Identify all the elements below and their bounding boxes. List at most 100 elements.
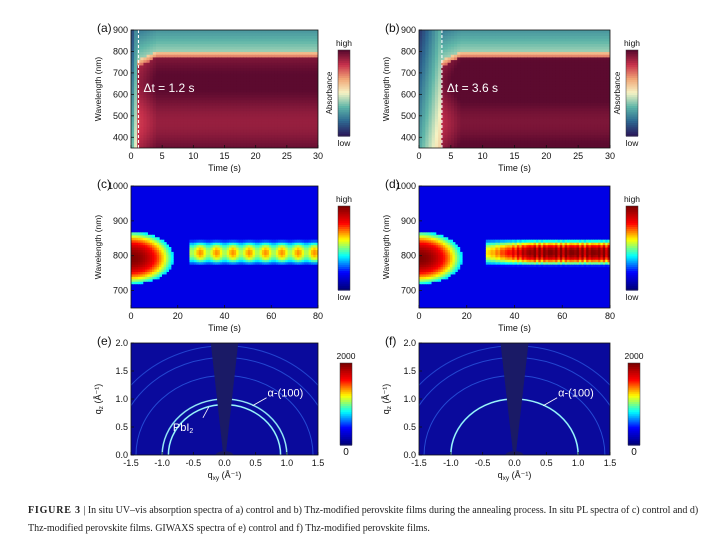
heat-cell bbox=[193, 30, 198, 34]
heat-cell bbox=[501, 67, 506, 71]
heat-cell bbox=[149, 43, 154, 47]
heat-cell bbox=[571, 139, 576, 144]
heat-cell bbox=[308, 75, 313, 79]
heat-cell bbox=[180, 86, 185, 90]
heat-cell bbox=[543, 51, 547, 55]
heat-cell bbox=[177, 139, 182, 144]
heat-cell bbox=[444, 145, 449, 148]
heat-cell bbox=[246, 32, 251, 36]
heat-cell bbox=[289, 142, 294, 146]
heat-cell bbox=[162, 56, 166, 61]
heat-cell bbox=[215, 123, 219, 128]
heat-cell bbox=[199, 105, 204, 109]
heat-cell bbox=[498, 51, 503, 55]
heat-cell bbox=[293, 46, 297, 50]
heat-cell bbox=[581, 70, 586, 74]
heat-cell bbox=[552, 86, 557, 90]
heat-cell bbox=[314, 97, 318, 101]
heat-cell bbox=[265, 46, 269, 50]
heat-cell bbox=[230, 145, 235, 148]
heat-cell bbox=[463, 83, 468, 87]
heat-cell bbox=[555, 129, 560, 133]
heat-cell bbox=[261, 48, 266, 53]
heat-cell bbox=[552, 99, 557, 104]
heat-cell bbox=[441, 86, 446, 90]
heat-cell bbox=[215, 32, 219, 36]
heat-cell bbox=[469, 75, 474, 79]
heat-cell bbox=[246, 142, 251, 146]
heat-cell bbox=[271, 32, 275, 36]
heat-cell bbox=[311, 48, 316, 53]
heat-cell bbox=[286, 54, 291, 58]
heat-cell bbox=[517, 99, 522, 104]
heat-cell bbox=[454, 54, 458, 58]
heat-cell bbox=[555, 83, 560, 87]
heat-cell bbox=[450, 30, 455, 34]
heat-cell bbox=[165, 99, 169, 104]
heat-cell bbox=[514, 91, 519, 95]
heat-cell bbox=[286, 64, 291, 69]
heat-cell bbox=[162, 91, 166, 95]
heat-cell bbox=[162, 54, 166, 58]
heat-cell bbox=[280, 86, 285, 90]
heat-cell bbox=[565, 51, 570, 55]
heat-cell bbox=[177, 48, 182, 53]
heat-cell bbox=[536, 97, 541, 101]
heat-cell bbox=[441, 110, 446, 114]
heat-cell bbox=[450, 56, 455, 61]
heat-cell bbox=[441, 97, 446, 101]
heat-cell bbox=[311, 115, 316, 120]
heat-cell bbox=[485, 78, 490, 82]
heat-cell bbox=[171, 32, 176, 36]
heat-cell bbox=[520, 86, 525, 90]
heat-cell bbox=[308, 70, 313, 74]
heat-cell bbox=[137, 72, 141, 77]
heat-cell bbox=[165, 67, 169, 71]
heat-cell bbox=[565, 137, 570, 141]
heat-cell bbox=[473, 123, 477, 128]
heat-cell bbox=[492, 126, 496, 130]
heat-cell bbox=[140, 129, 145, 133]
heat-cell bbox=[131, 110, 135, 114]
heat-cell bbox=[508, 145, 512, 148]
heat-cell bbox=[212, 131, 216, 136]
heat-cell bbox=[243, 91, 247, 95]
heat-cell bbox=[469, 86, 474, 90]
heat-cell bbox=[527, 126, 532, 130]
heat-cell bbox=[533, 83, 538, 87]
heat-cell bbox=[224, 86, 229, 90]
heat-cell bbox=[438, 72, 442, 77]
heat-cell bbox=[274, 131, 279, 136]
heat-cell bbox=[476, 99, 481, 104]
heat-cell bbox=[527, 83, 532, 87]
heat-cell bbox=[174, 51, 179, 55]
heat-cell bbox=[520, 113, 525, 117]
heat-cell bbox=[444, 123, 449, 128]
heat-cell bbox=[283, 40, 288, 45]
heat-cell bbox=[208, 78, 213, 82]
heat-cell bbox=[302, 64, 307, 69]
heat-cell bbox=[177, 43, 182, 47]
heat-cell bbox=[240, 75, 244, 79]
heat-cell bbox=[552, 46, 557, 50]
heat-cell bbox=[527, 129, 532, 133]
heat-cell bbox=[180, 131, 185, 136]
heat-cell bbox=[466, 75, 471, 79]
heat-cell bbox=[271, 35, 275, 39]
heat-cell bbox=[476, 67, 481, 71]
heat-cell bbox=[177, 121, 182, 125]
heat-cell bbox=[174, 102, 179, 106]
heat-cell bbox=[252, 118, 257, 122]
heat-cell bbox=[527, 115, 532, 120]
heat-cell bbox=[305, 48, 310, 53]
heat-cell bbox=[508, 134, 512, 138]
heat-cell bbox=[460, 35, 465, 39]
heat-cell bbox=[215, 102, 219, 106]
heat-cell bbox=[296, 134, 300, 138]
heat-cell bbox=[233, 129, 238, 133]
heat-cell bbox=[431, 56, 436, 61]
heat-cell bbox=[159, 64, 163, 69]
heat-cell bbox=[568, 121, 573, 125]
heat-cell bbox=[277, 80, 282, 85]
heat-cell bbox=[489, 91, 493, 95]
